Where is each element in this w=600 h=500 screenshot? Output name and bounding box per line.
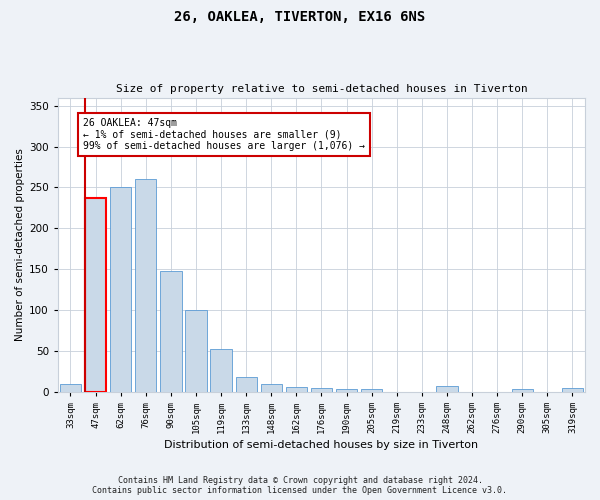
Bar xyxy=(236,377,257,392)
Bar xyxy=(336,388,357,392)
Bar xyxy=(562,388,583,392)
Bar xyxy=(311,388,332,392)
Bar xyxy=(160,271,182,392)
Bar xyxy=(211,350,232,392)
Bar xyxy=(185,310,206,392)
X-axis label: Distribution of semi-detached houses by size in Tiverton: Distribution of semi-detached houses by … xyxy=(164,440,479,450)
Bar xyxy=(135,180,157,392)
Title: Size of property relative to semi-detached houses in Tiverton: Size of property relative to semi-detach… xyxy=(116,84,527,94)
Bar xyxy=(512,388,533,392)
Bar xyxy=(260,384,282,392)
Text: 26 OAKLEA: 47sqm
← 1% of semi-detached houses are smaller (9)
99% of semi-detach: 26 OAKLEA: 47sqm ← 1% of semi-detached h… xyxy=(83,118,365,151)
Bar xyxy=(436,386,458,392)
Text: Contains HM Land Registry data © Crown copyright and database right 2024.
Contai: Contains HM Land Registry data © Crown c… xyxy=(92,476,508,495)
Y-axis label: Number of semi-detached properties: Number of semi-detached properties xyxy=(15,148,25,341)
Bar xyxy=(286,387,307,392)
Bar xyxy=(110,188,131,392)
Bar xyxy=(361,388,382,392)
Bar xyxy=(85,198,106,392)
Bar xyxy=(60,384,81,392)
Text: 26, OAKLEA, TIVERTON, EX16 6NS: 26, OAKLEA, TIVERTON, EX16 6NS xyxy=(175,10,425,24)
